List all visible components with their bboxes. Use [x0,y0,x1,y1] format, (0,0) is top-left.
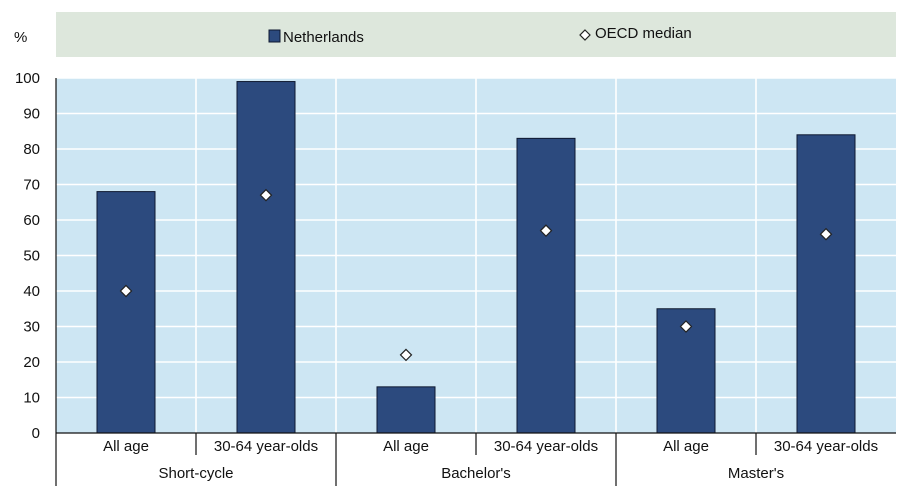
y-tick-label: 50 [23,248,40,265]
y-tick-label: 90 [23,106,40,123]
y-tick-label: 30 [23,319,40,336]
x-group-label: Master's [728,465,784,482]
x-category-label: 30-64 year-olds [774,438,878,455]
bar-netherlands [516,137,576,434]
y-tick-label: 20 [23,354,40,371]
legend-label-oecd-median: OECD median [595,25,692,42]
x-category-label: All age [383,438,429,455]
marker-oecd-median [259,188,273,202]
legend: % Netherlands OECD median [14,12,896,57]
marker-oecd-median [819,227,833,241]
bar-netherlands [376,386,436,434]
x-category-label: 30-64 year-olds [214,438,318,455]
x-group-label: Short-cycle [158,465,233,482]
bar-netherlands [796,134,856,434]
marker-oecd-median [119,284,133,298]
y-tick-label: 100 [15,70,40,87]
legend-label-netherlands: Netherlands [283,29,364,46]
marker-oecd-median [679,320,693,333]
x-axis: All age 30-64 year-olds All age 30-64 year-… [55,78,896,486]
legend-background [56,12,896,57]
y-tick-label: 10 [23,390,40,407]
bar-netherlands [236,81,296,434]
y-tick-label: 80 [23,141,40,158]
marker-oecd-median [399,348,413,362]
x-category-label: 30-64 year-olds [494,438,598,455]
y-tick-label: 60 [23,212,40,229]
markers [119,188,833,362]
category-separators [195,78,757,433]
y-tick-label: 40 [23,283,40,300]
x-category-label: All age [663,438,709,455]
bar-netherlands [96,191,156,434]
y-tick-label: 70 [23,177,40,194]
bars [96,81,856,434]
x-category-label: All age [103,438,149,455]
legend-swatch-oecd-median [579,29,591,41]
x-group-label: Bachelor's [441,465,511,482]
y-axis-ticks: 0 10 20 30 40 50 60 70 80 90 100 [15,70,40,442]
y-tick-label: 0 [32,425,40,442]
marker-oecd-median [539,224,553,237]
legend-swatch-netherlands [268,29,281,43]
y-axis-unit-label: % [14,29,27,46]
